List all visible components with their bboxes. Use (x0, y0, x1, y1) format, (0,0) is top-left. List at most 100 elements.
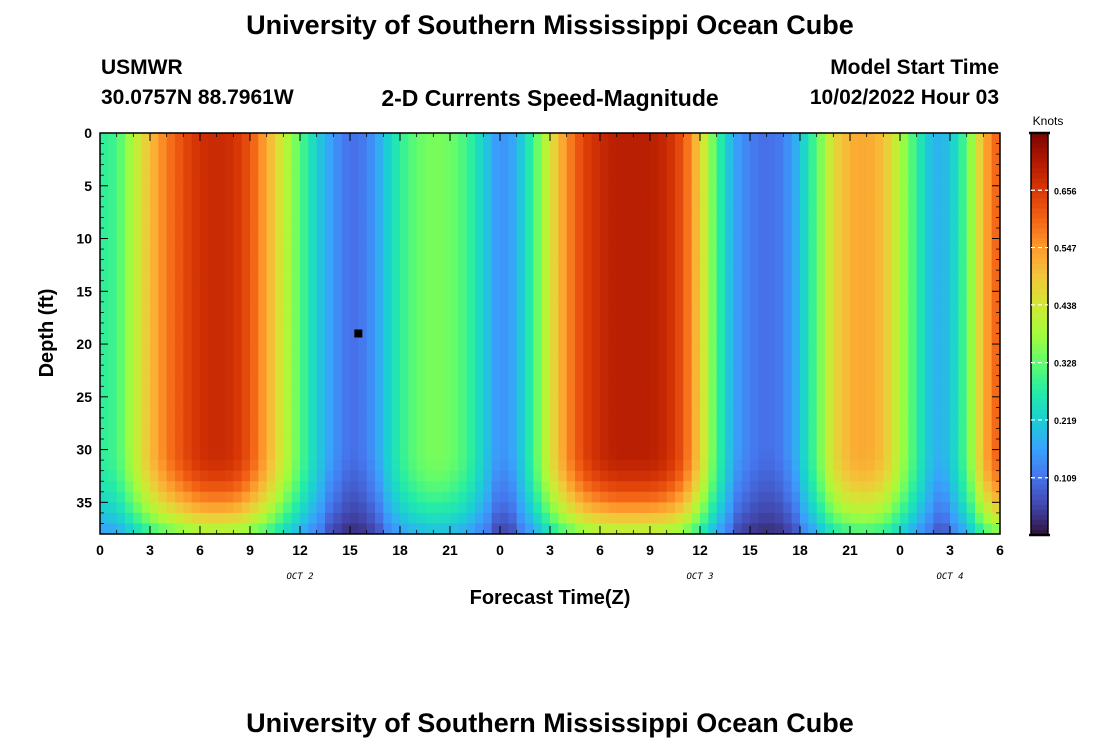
heatmap-cell (275, 344, 284, 356)
heatmap-cell (608, 396, 618, 408)
heatmap-cell (841, 301, 851, 313)
heatmap-cell (575, 396, 584, 408)
heatmap-cell (550, 238, 559, 250)
heatmap-cell (433, 428, 443, 440)
heatmap-cell (241, 417, 251, 430)
heatmap-cell (383, 491, 393, 503)
heatmap-cell (791, 449, 801, 461)
heatmap-cell (233, 238, 243, 250)
heatmap-cell (266, 291, 276, 303)
heatmap-cell (308, 396, 318, 408)
heatmap-cell (125, 417, 134, 430)
heatmap-cell (916, 417, 926, 430)
heatmap-cell (966, 196, 976, 208)
heatmap-cell (483, 491, 493, 503)
heatmap-cell (116, 133, 126, 145)
heatmap-cell (241, 386, 251, 398)
heatmap-cell (291, 449, 301, 461)
heatmap-cell (691, 143, 701, 155)
heatmap-cell (683, 523, 693, 534)
heatmap-cell (766, 133, 776, 145)
heatmap-cell (908, 227, 918, 240)
heatmap-cell (983, 354, 993, 366)
heatmap-cell (316, 407, 326, 419)
heatmap-cell (875, 249, 884, 261)
heatmap-cell (325, 291, 334, 303)
date-label: OCT 4 (936, 572, 963, 582)
heatmap-cell (975, 280, 984, 292)
heatmap-cell (550, 375, 559, 387)
heatmap-cell (266, 386, 276, 398)
heatmap-cell (733, 322, 743, 335)
heatmap-cell (150, 259, 159, 271)
heatmap-cell (666, 460, 676, 472)
heatmap-cell (308, 227, 318, 240)
heatmap-cell (175, 291, 184, 303)
heatmap-cell (233, 344, 243, 356)
heatmap-cell (366, 143, 376, 155)
colorbar-segment (1031, 193, 1048, 199)
heatmap-cell (866, 523, 876, 534)
heatmap-cell (425, 301, 434, 313)
heatmap-cell (700, 301, 709, 313)
heatmap-cell (741, 143, 751, 155)
heatmap-cell (458, 333, 468, 345)
heatmap-cell (616, 133, 626, 145)
heatmap-cell (766, 344, 776, 356)
heatmap-cell (641, 291, 651, 303)
heatmap-cell (991, 133, 1000, 145)
heatmap-cell (466, 502, 476, 514)
x-tick-label: 6 (596, 542, 604, 558)
heatmap-cell (100, 449, 109, 461)
heatmap-cell (733, 196, 743, 208)
heatmap-cell (225, 417, 234, 430)
heatmap-cell (283, 238, 293, 250)
heatmap-cell (816, 206, 826, 219)
heatmap-cell (525, 280, 534, 292)
heatmap-cell (808, 133, 818, 145)
heatmap-cell (533, 133, 543, 145)
heatmap-cell (858, 365, 868, 377)
heatmap-cell (400, 481, 409, 493)
heatmap-cell (308, 344, 318, 356)
heatmap-cell (616, 259, 626, 271)
heatmap-cell (558, 460, 568, 472)
heatmap-cell (425, 133, 434, 145)
heatmap-cell (891, 449, 901, 461)
heatmap-cell (833, 512, 843, 525)
heatmap-cell (366, 523, 376, 534)
heatmap-cell (666, 175, 676, 187)
heatmap-cell (625, 333, 634, 345)
heatmap-cell (925, 491, 934, 503)
heatmap-cell (608, 175, 618, 187)
heatmap-cell (441, 470, 451, 482)
heatmap-cell (575, 449, 584, 461)
heatmap-cell (408, 365, 418, 377)
heatmap-cell (800, 196, 809, 208)
heatmap-cell (516, 206, 526, 219)
heatmap-cell (741, 386, 751, 398)
heatmap-cell (216, 280, 226, 292)
heatmap-cell (908, 175, 918, 187)
heatmap-cell (291, 523, 301, 534)
heatmap-cell (333, 291, 343, 303)
heatmap-cell (166, 227, 176, 240)
heatmap-cell (241, 523, 251, 534)
heatmap-cell (850, 386, 859, 398)
heatmap-cell (858, 491, 868, 503)
heatmap-cell (100, 164, 109, 176)
heatmap-cell (708, 460, 718, 472)
heatmap-cell (775, 481, 784, 493)
heatmap-cell (308, 491, 318, 503)
heatmap-cell (966, 386, 976, 398)
heatmap-cell (366, 460, 376, 472)
heatmap-cell (625, 238, 634, 250)
heatmap-cell (333, 185, 343, 197)
heatmap-cell (916, 322, 926, 335)
heatmap-cell (325, 460, 334, 472)
heatmap-cell (191, 407, 201, 419)
heatmap-cell (925, 502, 934, 514)
heatmap-cell (658, 164, 668, 176)
heatmap-cell (725, 502, 734, 514)
heatmap-cell (100, 185, 109, 197)
